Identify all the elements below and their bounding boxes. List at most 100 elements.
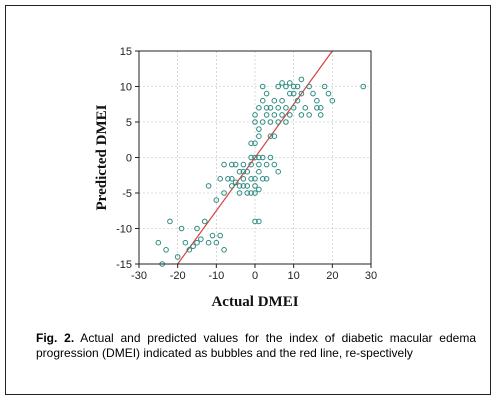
data-point <box>248 176 254 182</box>
data-point <box>310 90 316 97</box>
data-point <box>182 239 189 246</box>
data-point <box>275 168 282 175</box>
data-point <box>263 176 270 182</box>
y-tick-label: 15 <box>120 46 132 58</box>
data-point <box>178 225 185 232</box>
data-point <box>256 133 262 139</box>
x-tick-label: -10 <box>208 270 224 282</box>
data-point <box>283 83 289 90</box>
data-point <box>163 247 169 253</box>
points-layer <box>155 76 367 267</box>
data-point <box>236 190 243 196</box>
data-point <box>306 83 312 90</box>
data-point <box>252 190 258 196</box>
data-point <box>283 119 289 125</box>
data-point <box>271 112 278 118</box>
data-point <box>213 239 220 246</box>
data-point <box>271 97 278 104</box>
data-point <box>263 161 270 168</box>
data-point <box>240 161 247 168</box>
data-point <box>279 112 285 118</box>
data-point <box>287 90 293 97</box>
data-point <box>190 243 196 250</box>
data-point <box>302 105 309 111</box>
data-point <box>248 190 254 196</box>
data-point <box>221 247 227 253</box>
data-point <box>263 90 270 97</box>
caption-text: Actual and predicted values for the inde… <box>36 331 476 360</box>
data-point <box>252 140 258 147</box>
y-tick-label: -15 <box>116 259 132 271</box>
data-point <box>275 105 282 111</box>
data-point <box>321 83 328 90</box>
data-point <box>287 80 293 86</box>
data-point <box>240 176 247 182</box>
data-point <box>240 183 247 189</box>
data-point <box>259 119 266 125</box>
data-point <box>232 161 239 168</box>
x-tick-label: 20 <box>326 270 338 282</box>
data-point <box>259 97 266 104</box>
data-point <box>252 112 258 118</box>
data-point <box>275 83 282 90</box>
data-point <box>252 154 258 161</box>
data-point <box>271 133 278 139</box>
data-point <box>263 105 270 111</box>
scatter-chart: -30 -20 -10 0 10 20 30 -15 -10 -5 0 5 10 15 Actual DM… <box>94 46 377 310</box>
data-point <box>248 154 254 161</box>
data-point <box>217 176 223 182</box>
data-point <box>256 105 262 111</box>
data-point <box>229 176 235 182</box>
data-point <box>317 112 324 118</box>
data-point <box>213 197 220 203</box>
data-point <box>256 126 262 132</box>
data-point <box>252 183 258 189</box>
data-point <box>256 186 262 193</box>
y-tick-label: -5 <box>122 188 132 200</box>
data-point <box>256 154 262 161</box>
data-point <box>256 168 262 175</box>
data-point <box>314 105 320 111</box>
data-point <box>298 90 305 97</box>
data-point <box>205 183 212 189</box>
x-tick-label: 0 <box>252 270 258 282</box>
data-point <box>294 97 301 104</box>
data-point <box>279 80 285 86</box>
data-point <box>360 83 367 90</box>
data-point <box>259 83 266 90</box>
data-point <box>279 97 285 104</box>
figure-frame: -30 -20 -10 0 10 20 30 -15 -10 -5 0 5 10 15 Actual DM… <box>5 5 491 395</box>
data-point <box>259 176 266 182</box>
tick-labels: -30 -20 -10 0 10 20 30 -15 -10 -5 0 5 10 15 <box>116 46 377 282</box>
data-point <box>194 225 200 232</box>
data-point <box>244 183 251 189</box>
data-point <box>256 161 262 168</box>
data-point <box>186 247 193 253</box>
data-point <box>263 112 270 118</box>
data-point <box>240 168 247 175</box>
y-tick-label: 5 <box>126 117 132 129</box>
y-axis-label: Predicted DMEI <box>94 104 110 210</box>
data-point <box>201 218 208 225</box>
data-point <box>244 190 251 196</box>
data-point <box>290 105 297 111</box>
y-tick-label: -10 <box>116 224 132 236</box>
data-point <box>217 232 223 239</box>
data-point <box>314 97 320 104</box>
data-point <box>252 218 258 225</box>
x-axis-label: Actual DMEI <box>211 294 298 310</box>
data-point <box>325 90 332 97</box>
data-point <box>229 161 235 168</box>
y-tick-label: 0 <box>126 153 132 165</box>
data-point <box>236 168 243 175</box>
x-tick-label: 10 <box>288 270 300 282</box>
x-tick-label: -30 <box>131 270 147 282</box>
data-point <box>221 190 227 196</box>
data-point <box>225 176 231 182</box>
data-point <box>298 76 305 83</box>
data-point <box>290 83 297 90</box>
data-point <box>155 239 162 246</box>
data-point <box>236 183 243 189</box>
data-point <box>294 83 301 90</box>
data-point <box>248 140 254 147</box>
